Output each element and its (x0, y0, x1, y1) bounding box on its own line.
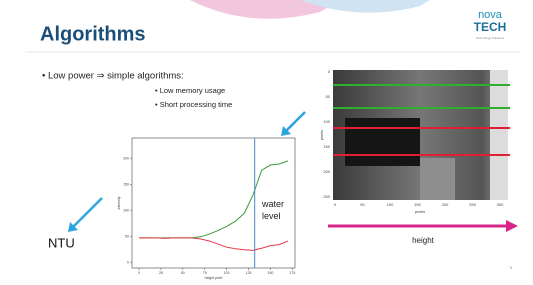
arrow (285, 112, 305, 132)
annotation: water level (262, 198, 292, 222)
image-tick-label: 100 (323, 119, 330, 124)
x-tick-label: 0 (138, 271, 140, 275)
page-number: 5 (510, 265, 513, 270)
image-tick-label: 200 (323, 169, 330, 174)
x-tick-label: 175 (289, 271, 295, 275)
slide: Algorithms nova TECH Technology Solution… (0, 0, 533, 285)
arrowhead (506, 220, 518, 232)
x-tick-label: 150 (268, 271, 274, 275)
y-tick-label: 200 (123, 157, 129, 161)
y-tick-label: 100 (123, 209, 129, 213)
label: NTU (48, 235, 75, 250)
y-axis-label: Intensity (117, 196, 121, 209)
bullet: • Short processing time (155, 100, 232, 109)
image-tick-label: 250 (469, 202, 476, 207)
title: Algorithms (40, 23, 146, 45)
image-region (490, 70, 508, 200)
x-tick-label: 100 (224, 271, 230, 275)
logo-subtitle: Technology Solutions (476, 36, 505, 40)
x-tick-label: 25 (159, 271, 163, 275)
image-tick-label: 50 (360, 202, 365, 207)
x-tick-label: 125 (246, 271, 252, 275)
slide-graphics: Algorithms nova TECH Technology Solution… (0, 0, 533, 285)
y-tick-label: 50 (125, 235, 129, 239)
bullet: • Low power ⇒ simple algorithms: (42, 71, 184, 82)
image-region (420, 158, 455, 200)
x-tick-label: 50 (181, 271, 185, 275)
arrow (72, 198, 102, 228)
image-region (345, 118, 420, 166)
image-tick-label: 0 (328, 69, 331, 74)
logo: TECH (474, 20, 507, 34)
x-axis-label: height pixel (205, 276, 223, 280)
image-tick-label: 150 (323, 144, 330, 149)
image-tick-label: 0 (334, 202, 337, 207)
image-tick-label: 300 (497, 202, 504, 207)
series-line (139, 238, 288, 250)
image-axis-label: pixels (415, 209, 425, 214)
y-tick-label: 150 (123, 183, 129, 187)
image-tick-label: 200 (442, 202, 449, 207)
label: height (412, 236, 435, 245)
logo: nova (478, 9, 503, 21)
bullet: • Low memory usage (155, 86, 225, 95)
image-tick-label: 150 (414, 202, 421, 207)
y-tick-label: 0 (127, 261, 129, 265)
image-tick-label: 100 (387, 202, 394, 207)
x-tick-label: 75 (203, 271, 207, 275)
image-tick-label: 50 (326, 94, 331, 99)
image-tick-label: 250 (323, 194, 330, 199)
image-axis-label: pixels (319, 130, 324, 140)
